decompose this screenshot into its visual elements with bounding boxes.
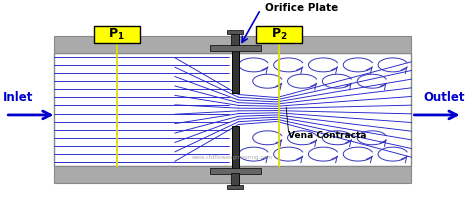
Text: Orifice Plate: Orifice Plate [265,3,338,13]
Text: www.cfdflowengineering.com: www.cfdflowengineering.com [192,155,273,160]
Bar [231,33,239,45]
Bar [232,33,238,93]
FancyBboxPatch shape [93,26,140,43]
Text: $\mathbf{P_1}$: $\mathbf{P_1}$ [109,27,125,42]
Bar [210,45,261,51]
Text: Inlet: Inlet [3,91,33,104]
Bar [54,53,411,166]
Bar [232,126,238,186]
Text: Outlet: Outlet [423,91,465,104]
Bar [210,168,261,174]
Text: $\mathbf{P_2}$: $\mathbf{P_2}$ [271,27,288,42]
Bar [54,35,411,53]
Bar [227,185,244,189]
Bar [54,166,411,184]
FancyBboxPatch shape [256,26,302,43]
Bar [231,173,239,185]
Bar [227,30,244,34]
Text: Vena Contracta: Vena Contracta [289,131,367,140]
